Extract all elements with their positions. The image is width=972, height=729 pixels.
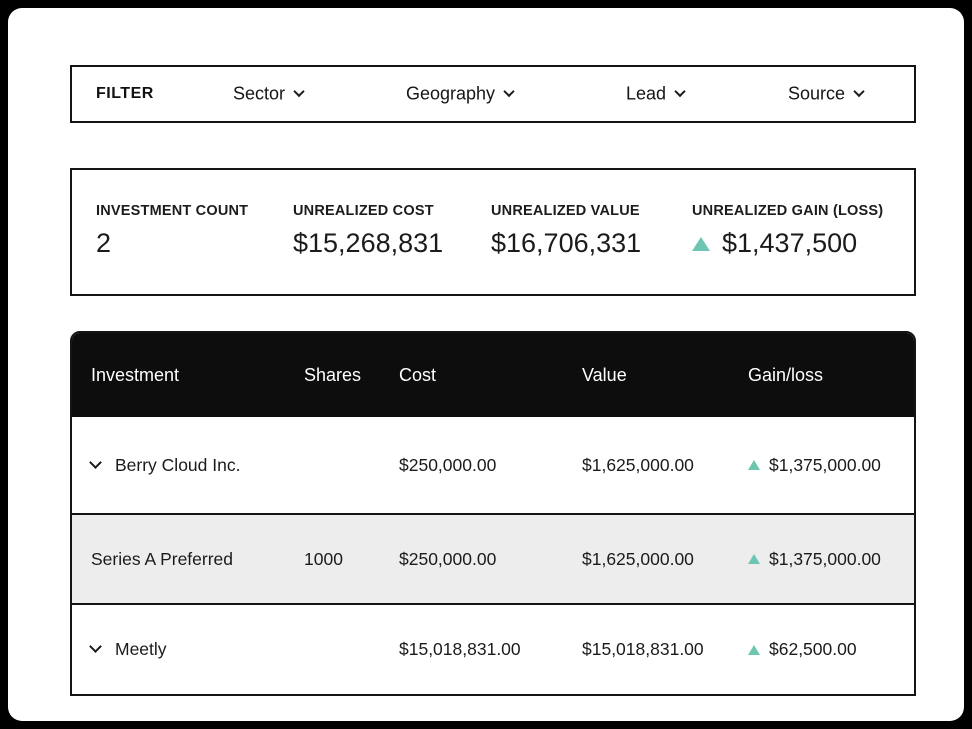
dropdown-label: Geography [406,83,496,104]
value-cell: $1,625,000.00 [582,548,694,569]
cost-cell: $250,000.00 [399,548,497,569]
gain-up-triangle-icon [748,644,760,655]
gain-up-triangle-icon [692,236,710,251]
investments-table: Investment Shares Cost Value Gain/loss B… [70,331,916,696]
value-cell: $1,625,000.00 [582,454,694,475]
gain-up-triangle-icon [748,554,760,564]
chevron-down-icon [503,85,515,97]
metric-unrealized-gain-loss: UNREALIZED GAIN (LOSS) $1,437,500 [692,203,883,259]
expander-chevron-icon[interactable] [89,640,102,653]
metric-value: $1,437,500 [722,228,858,258]
table-row-meetly[interactable]: Meetly $15,018,831.00 $15,018,831.00 $62… [72,605,914,694]
dropdown-label: Source [788,83,846,104]
gain-cell: $1,375,000.00 [769,548,881,569]
column-header-investment: Investment [91,364,180,385]
investment-name: Meetly [115,639,167,659]
investment-name: Berry Cloud Inc. [115,454,241,475]
gain-up-triangle-icon [748,460,760,470]
filter-bar: FILTER Sector Geography Lead Source [70,65,916,123]
chevron-down-icon [853,85,865,97]
portfolio-summary-card: INVESTMENT COUNT 2 UNREALIZED COST $15,2… [70,168,916,296]
chevron-down-icon [293,85,305,97]
metric-label: UNREALIZED GAIN (LOSS) [692,203,884,219]
chevron-down-icon [674,85,686,97]
metric-unrealized-value: UNREALIZED VALUE $16,706,331 [491,203,641,259]
filter-dropdown-geography[interactable]: Geography [406,83,515,105]
dropdown-label: Sector [233,83,286,104]
gain-cell: $62,500.00 [769,639,857,659]
investment-name: Series A Preferred [91,548,234,569]
table-header-row: Investment Shares Cost Value Gain/loss [72,333,914,417]
metric-value: $15,268,831 [293,228,444,258]
metric-unrealized-cost: UNREALIZED COST $15,268,831 [293,203,443,259]
metric-investment-count: INVESTMENT COUNT 2 [96,203,248,259]
column-header-shares: Shares [304,364,362,385]
metric-value: $16,706,331 [491,228,642,258]
metric-value: 2 [96,228,112,258]
expander-chevron-icon[interactable] [89,455,102,469]
column-header-cost: Cost [399,364,437,385]
value-cell: $15,018,831.00 [582,639,704,659]
gain-cell: $1,375,000.00 [769,454,881,475]
metric-label: INVESTMENT COUNT [96,203,249,219]
cost-cell: $15,018,831.00 [399,639,521,659]
metric-label: UNREALIZED COST [293,203,434,219]
filter-dropdown-lead[interactable]: Lead [626,83,686,105]
cost-cell: $250,000.00 [399,454,497,475]
column-header-value: Value [582,364,627,385]
shares-cell: 1000 [304,548,343,569]
table-row-berry-cloud[interactable]: Berry Cloud Inc. $250,000.00 $1,625,000.… [72,417,914,513]
filter-dropdown-source[interactable]: Source [788,83,865,105]
table-row-series-a-preferred: Series A Preferred 1000 $250,000.00 $1,6… [72,513,914,605]
dropdown-label: Lead [626,83,667,104]
app-panel: FILTER Sector Geography Lead Source INVE… [8,8,964,721]
filter-label: FILTER [96,85,154,102]
filter-dropdown-sector[interactable]: Sector [233,83,305,105]
metric-label: UNREALIZED VALUE [491,203,640,219]
column-header-gain-loss: Gain/loss [748,364,824,385]
